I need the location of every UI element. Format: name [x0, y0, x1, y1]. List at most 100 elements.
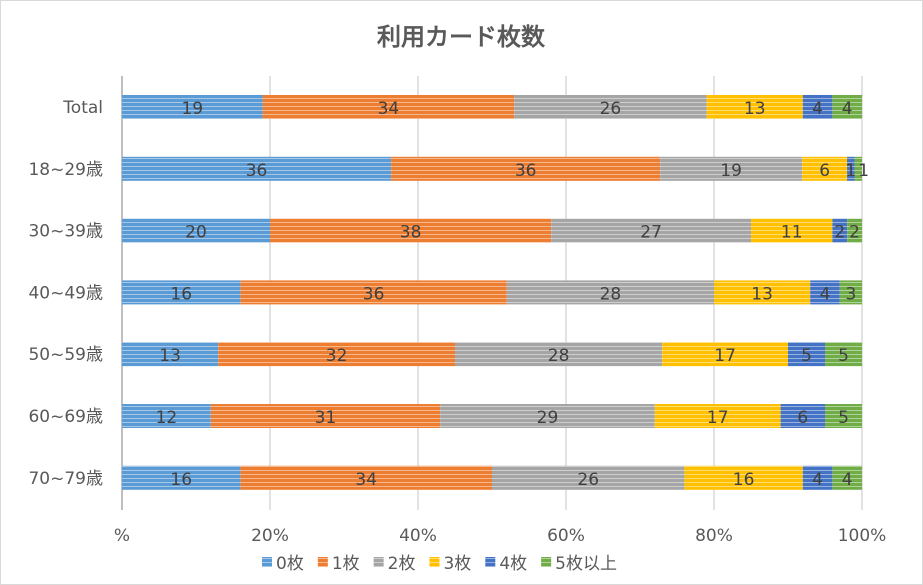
chart-title: 利用カード枚数 [377, 23, 546, 51]
bar-segment [122, 465, 241, 490]
bar-segment [714, 280, 811, 305]
bar-segment [122, 404, 211, 428]
data-label: 17 [714, 346, 736, 366]
x-tick-label: 80% [695, 526, 733, 546]
bar-segment [788, 342, 825, 367]
x-tick-label: % [114, 526, 130, 546]
bar-segment [122, 280, 241, 305]
bar-segment [122, 156, 392, 181]
bar-segment [684, 465, 803, 490]
legend-swatch [429, 557, 440, 567]
data-label: 4 [842, 470, 853, 490]
bar-segment [825, 342, 862, 367]
bar-segment [391, 156, 661, 181]
bar-segment [122, 342, 219, 367]
data-label: 1 [858, 161, 869, 181]
bar-segment [262, 95, 515, 119]
bar-segment [240, 465, 492, 490]
data-label: 13 [751, 284, 773, 304]
category-label: 70~79歳 [28, 469, 103, 489]
bar-segment [240, 280, 507, 305]
data-label: 2 [849, 223, 860, 243]
data-label: 17 [707, 408, 729, 428]
data-label: 1 [845, 161, 856, 181]
bar-segment [751, 218, 833, 243]
data-label: 26 [577, 470, 599, 490]
data-label: 2 [834, 223, 845, 243]
data-label: 5 [838, 408, 849, 428]
legend-swatch [485, 557, 496, 567]
data-label: 13 [744, 99, 766, 119]
legend-label: 1枚 [332, 554, 360, 574]
data-label: 16 [733, 470, 755, 490]
category-label: 18~29歳 [28, 160, 103, 180]
data-label: 28 [548, 346, 570, 366]
bar-segment [210, 404, 441, 428]
data-label: 36 [515, 161, 537, 181]
data-label: 4 [820, 284, 831, 304]
bar-segment [660, 156, 803, 181]
bar-segment [122, 95, 263, 119]
legend-swatch [262, 557, 272, 567]
data-label: 20 [185, 223, 207, 243]
bar-segment [839, 280, 862, 305]
bar-segment [270, 218, 552, 243]
bar-segment [847, 218, 862, 243]
bar-segment [218, 342, 455, 367]
x-tick-label: 40% [399, 526, 437, 546]
data-label: 38 [400, 223, 422, 243]
data-label: 32 [326, 346, 348, 366]
data-label: 4 [842, 99, 853, 119]
bar-segment [825, 404, 862, 428]
legend-swatch [373, 557, 384, 567]
data-label: 34 [378, 99, 400, 119]
legend-label: 4枚 [499, 554, 527, 574]
bar-segment [706, 95, 803, 119]
bar-segment [662, 342, 788, 367]
bar-segment [810, 280, 840, 305]
bar-segment [832, 218, 848, 243]
data-label: 36 [246, 161, 268, 181]
bar-segment [780, 404, 825, 428]
data-label: 6 [819, 161, 830, 181]
bar-segment [854, 156, 862, 181]
data-label: 16 [170, 470, 192, 490]
data-label: 29 [537, 408, 559, 428]
data-label: 5 [838, 346, 849, 366]
bar-segment [514, 95, 707, 119]
bar-segment [832, 95, 862, 119]
legend-swatch [317, 557, 328, 567]
x-tick-label: 60% [547, 526, 585, 546]
bar-segment [506, 280, 714, 305]
bar-segment [832, 465, 862, 490]
bar-segment [847, 156, 855, 181]
legend-label: 5枚以上 [555, 554, 617, 574]
category-label: Total [62, 98, 103, 118]
category-label: 30~39歳 [28, 222, 103, 242]
category-label: 50~59歳 [28, 345, 103, 365]
data-label: 19 [720, 161, 742, 181]
legend-label: 2枚 [388, 554, 416, 574]
legend-swatch [541, 557, 552, 567]
data-label: 27 [640, 223, 662, 243]
data-label: 31 [315, 408, 337, 428]
data-label: 36 [363, 284, 385, 304]
data-label: 3 [845, 284, 856, 304]
data-label: 16 [170, 284, 192, 304]
data-label: 34 [355, 470, 377, 490]
data-label: 5 [801, 346, 812, 366]
data-label: 4 [812, 99, 823, 119]
legend-label: 3枚 [443, 554, 471, 574]
data-label: 28 [600, 284, 622, 304]
data-label: 12 [156, 408, 178, 428]
bar-segment [802, 156, 848, 181]
bar-segment [492, 465, 685, 490]
category-label: 40~49歳 [28, 283, 103, 303]
bar-segment [440, 404, 655, 428]
bar-segment [802, 95, 833, 119]
legend-label: 0枚 [276, 554, 304, 574]
bar-segment [802, 465, 833, 490]
bar-segment [551, 218, 751, 243]
x-tick-label: 20% [251, 526, 289, 546]
